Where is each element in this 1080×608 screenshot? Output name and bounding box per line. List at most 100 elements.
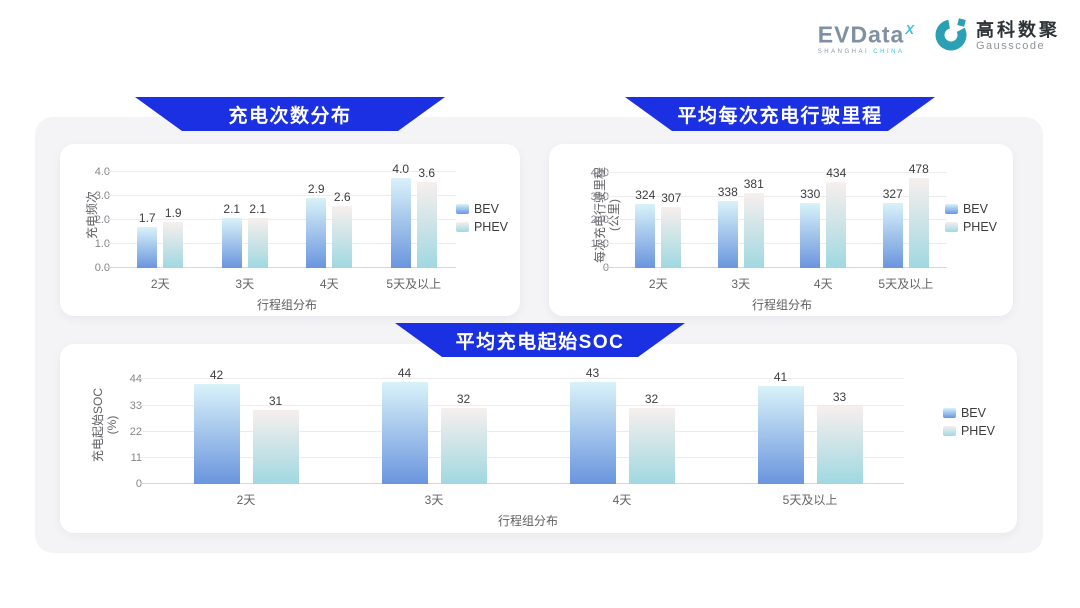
bar-bev (757, 386, 804, 484)
bar-phev (416, 181, 437, 268)
bar-with-label: 2.1 (221, 162, 242, 268)
y-tick-label: 0 (602, 262, 609, 274)
bar-value-label: 324 (635, 187, 656, 202)
bar-group: 44 32 (340, 366, 528, 484)
bar-with-label: 31 (252, 366, 299, 484)
bar-phev (628, 407, 675, 484)
y-tick-label: 0 (135, 478, 142, 490)
y-tick-label: 480 (590, 166, 609, 179)
legend-item-phev: PHEV (942, 424, 995, 438)
bar-group: 4.0 3.6 (372, 162, 457, 268)
bar-value-label: 478 (908, 162, 929, 176)
start-soc-chart-card: 充电起始SOC (%) 0 11 22 33 44 42 31 44 32 43 32 41 33 2天 3天 4… (60, 344, 1017, 533)
x-axis-title: 行程组分布 (256, 298, 317, 312)
bar-with-label: 478 (909, 162, 929, 268)
mileage-chart: 每次充电行驶里程 (公里) 0 120 240 360 480 324 307 338 381 330… (549, 144, 1013, 316)
legend-swatch-phev (455, 222, 469, 232)
bar-value-label: 338 (717, 185, 738, 200)
bar-with-label: 42 (193, 366, 240, 484)
x-tick-label: 4天 (813, 277, 833, 291)
bar-with-label: 327 (883, 162, 903, 268)
bar-group: 338 381 (700, 162, 783, 268)
mileage-chart-card: 每次充电行驶里程 (公里) 0 120 240 360 480 324 307 338 381 330… (549, 144, 1013, 316)
bar-phev (826, 182, 847, 268)
x-tick-label: 2天 (648, 277, 668, 291)
x-axis-title: 行程组分布 (751, 298, 812, 312)
bar-with-label: 41 (757, 366, 804, 484)
bar-with-label: 1.9 (163, 162, 184, 268)
bar-with-label: 32 (628, 366, 675, 484)
evdata-x-mark: X (905, 22, 915, 38)
bar-bev (635, 203, 656, 268)
legend: BEV PHEV (455, 202, 508, 234)
bar-bev (137, 227, 158, 268)
bar-value-label: 33 (832, 389, 847, 404)
y-axis-title: 充电起始SOC (%) (68, 366, 119, 484)
y-tick-label: 240 (590, 214, 609, 227)
gridline (106, 267, 456, 268)
x-tick-label: 2天 (236, 493, 256, 507)
gausscode-icon (933, 16, 969, 57)
y-tick-label: 0.0 (94, 262, 110, 274)
y-tick-labels: 0 120 240 360 480 (573, 162, 609, 274)
gridline (605, 195, 947, 197)
bar-phev (743, 192, 764, 268)
bar-value-label: 1.9 (164, 206, 182, 221)
bar-phev (252, 410, 299, 484)
legend-item-bev: BEV (944, 202, 997, 216)
brand-logos: EVDataX SHANGHAI CHINA 高科数聚 Gausscode (818, 16, 1060, 57)
bar-group: 330 434 (782, 162, 865, 268)
bar-value-label: 4.0 (392, 162, 410, 176)
bar-value-label: 44 (397, 366, 412, 380)
y-tick-label: 4.0 (94, 166, 110, 179)
gridline (140, 430, 904, 432)
bar-group: 43 32 (528, 366, 716, 484)
bar-value-label: 3.6 (418, 165, 436, 180)
gridline (140, 404, 904, 406)
bar-with-label: 307 (661, 162, 681, 268)
bar-value-label: 307 (661, 191, 682, 206)
bar-bev (390, 178, 411, 268)
bar-value-label: 327 (882, 187, 903, 202)
bar-group: 2.9 2.6 (287, 162, 372, 268)
bar-value-label: 2.9 (307, 182, 325, 197)
y-tick-labels: 0.0 1.0 2.0 3.0 4.0 (74, 162, 110, 274)
x-tick-labels: 2天 3天 4天 5天及以上 (118, 275, 456, 292)
gridline (140, 483, 904, 484)
x-tick-label: 3天 (424, 493, 444, 507)
x-tick-labels: 2天 3天 4天 5天及以上 (152, 491, 904, 508)
bar-with-label: 32 (440, 366, 487, 484)
legend-item-bev: BEV (942, 406, 995, 420)
bar-value-label: 41 (773, 370, 788, 385)
bar-with-label: 338 (718, 162, 738, 268)
charging-count-chart-card: 充电频次 0.0 1.0 2.0 3.0 4.0 1.7 1.9 2.1 2.1 2.9 2.6 4.0… (60, 144, 520, 316)
gridline (106, 171, 456, 173)
bar-bev (569, 382, 616, 484)
bar-phev (816, 405, 863, 484)
x-tick-labels: 2天 3天 4天 5天及以上 (617, 275, 947, 292)
legend-item-phev: PHEV (944, 220, 997, 234)
y-tick-label: 11 (130, 451, 142, 464)
bar-group: 324 307 (617, 162, 700, 268)
bar-phev (908, 178, 929, 268)
bar-group: 41 33 (716, 366, 904, 484)
gridline (140, 456, 904, 458)
legend-swatch-phev (944, 222, 958, 232)
y-axis-title-line: 充电起始SOC (91, 387, 106, 463)
x-tick-label: 5天及以上 (386, 277, 442, 291)
legend: BEV PHEV (942, 406, 995, 438)
plot-area: 42 31 44 32 43 32 41 33 (140, 366, 904, 484)
bar-phev (163, 222, 184, 268)
evdata-wordmark: EVDataX (817, 21, 915, 48)
gausscode-logo: 高科数聚 Gausscode (933, 16, 1060, 57)
legend-swatch-bev (455, 204, 469, 214)
gridline (106, 195, 456, 197)
bar-with-label: 2.1 (247, 162, 268, 268)
bar-phev (332, 205, 353, 268)
bar-bev (193, 384, 240, 484)
legend: BEV PHEV (944, 202, 997, 234)
gridline (106, 219, 456, 221)
banner-mileage-per-charge: 平均每次充电行驶里程 (625, 97, 935, 131)
legend-label: BEV (960, 406, 986, 420)
x-tick-label: 5天及以上 (878, 277, 934, 291)
